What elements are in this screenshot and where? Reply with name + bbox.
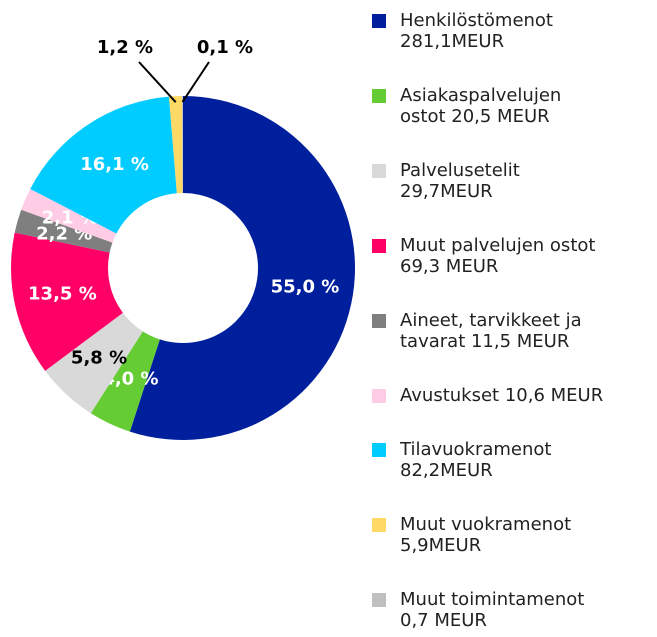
legend-label: Tilavuokramenot 82,2MEUR [400, 439, 552, 481]
legend-swatch [372, 443, 386, 457]
legend-swatch [372, 239, 386, 253]
leader-line [181, 61, 210, 103]
legend-label: Muut toimintamenot 0,7 MEUR [400, 589, 585, 631]
legend-swatch [372, 314, 386, 328]
donut-segment [168, 96, 183, 194]
legend: Henkilöstömenot 281,1MEUR Asiakaspalveluj… [372, 10, 657, 631]
data-label: 5,8 % [71, 348, 127, 369]
legend-label: Henkilöstömenot 281,1MEUR [400, 10, 553, 52]
donut-segment [14, 209, 113, 253]
leader-line [138, 61, 177, 103]
legend-item: Muut toimintamenot 0,7 MEUR [372, 589, 657, 631]
legend-item: Palvelusetelit 29,7MEUR [372, 160, 657, 202]
legend-item: Muut palvelujen ostot 69,3 MEUR [372, 235, 657, 277]
legend-label: Muut palvelujen ostot 69,3 MEUR [400, 235, 596, 277]
donut-segment [90, 331, 160, 432]
legend-item: Avustukset 10,6 MEUR [372, 385, 657, 406]
legend-swatch [372, 389, 386, 403]
data-label: 4,0 % [102, 369, 158, 390]
legend-label: Aineet, tarvikkeet ja tavarat 11,5 MEUR [400, 310, 582, 352]
legend-swatch [372, 518, 386, 532]
data-label: 16,1 % [80, 154, 149, 175]
data-label: 0,1 % [197, 37, 253, 58]
data-label: 1,2 % [97, 37, 153, 58]
data-label: 13,5 % [28, 284, 97, 305]
legend-label: Asiakaspalvelujen ostot 20,5 MEUR [400, 85, 562, 127]
legend-label: Avustukset 10,6 MEUR [400, 385, 604, 406]
legend-item: Asiakaspalvelujen ostot 20,5 MEUR [372, 85, 657, 127]
legend-item: Aineet, tarvikkeet ja tavarat 11,5 MEUR [372, 310, 657, 352]
legend-swatch [372, 164, 386, 178]
legend-item: Muut vuokramenot 5,9MEUR [372, 514, 657, 556]
legend-swatch [372, 593, 386, 607]
donut-segment [30, 96, 177, 234]
chart: 55,0 %4,0 %5,8 %13,5 %2,2 %2,1 %16,1 %1,… [11, 37, 356, 440]
legend-item: Tilavuokramenot 82,2MEUR [372, 439, 657, 481]
legend-label: Muut vuokramenot 5,9MEUR [400, 514, 572, 556]
legend-swatch [372, 14, 386, 28]
legend-swatch [372, 89, 386, 103]
donut-segment [181, 96, 183, 194]
donut-segment [129, 96, 356, 440]
data-label: 55,0 % [271, 276, 340, 297]
legend-label: Palvelusetelit 29,7MEUR [400, 160, 520, 202]
donut-segment [11, 232, 123, 371]
legend-item: Henkilöstömenot 281,1MEUR [372, 10, 657, 52]
donut-segment [45, 312, 143, 414]
donut-segment [21, 188, 117, 243]
